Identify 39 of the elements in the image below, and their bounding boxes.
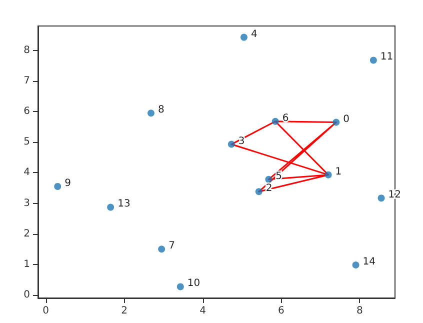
x-tick-label: 4 [200,306,206,316]
y-tick-label: 0 [24,289,30,300]
point [272,118,279,125]
annotation: 13 [118,198,130,210]
point [370,56,377,64]
x-tick-label: 2 [121,306,128,316]
y-tick-label: 5 [24,136,30,148]
point [147,110,154,117]
y-tick-label: 4 [24,167,30,178]
annotation: 11 [380,52,394,63]
annotation: 0 [343,114,350,125]
point [332,118,340,126]
point [378,194,385,202]
annotation: 7 [168,240,175,252]
point [255,188,262,196]
y-tick-label: 8 [24,44,30,56]
point [240,34,248,41]
point [265,176,272,183]
point [228,140,235,148]
x-tick-label: 0 [42,306,50,316]
annotation: 10 [187,278,200,290]
y-tick-label: 3 [24,198,30,209]
annotation: 1 [335,166,342,178]
annotation: 8 [158,104,164,116]
x-tick-label: 8 [356,306,363,316]
y-tick-label: 1 [24,258,30,270]
annotation: 14 [362,256,376,268]
point [324,171,332,178]
point [176,283,184,290]
x-tick-label: 6 [278,306,284,316]
y-tick-label: 6 [24,106,30,118]
point [158,246,166,253]
annotation: 4 [250,28,258,40]
y-tick-label: 7 [24,76,30,87]
point [54,182,62,190]
y-tick-label: 2 [24,228,30,240]
annotation: 9 [64,178,71,189]
point [107,204,114,211]
point [352,261,360,268]
